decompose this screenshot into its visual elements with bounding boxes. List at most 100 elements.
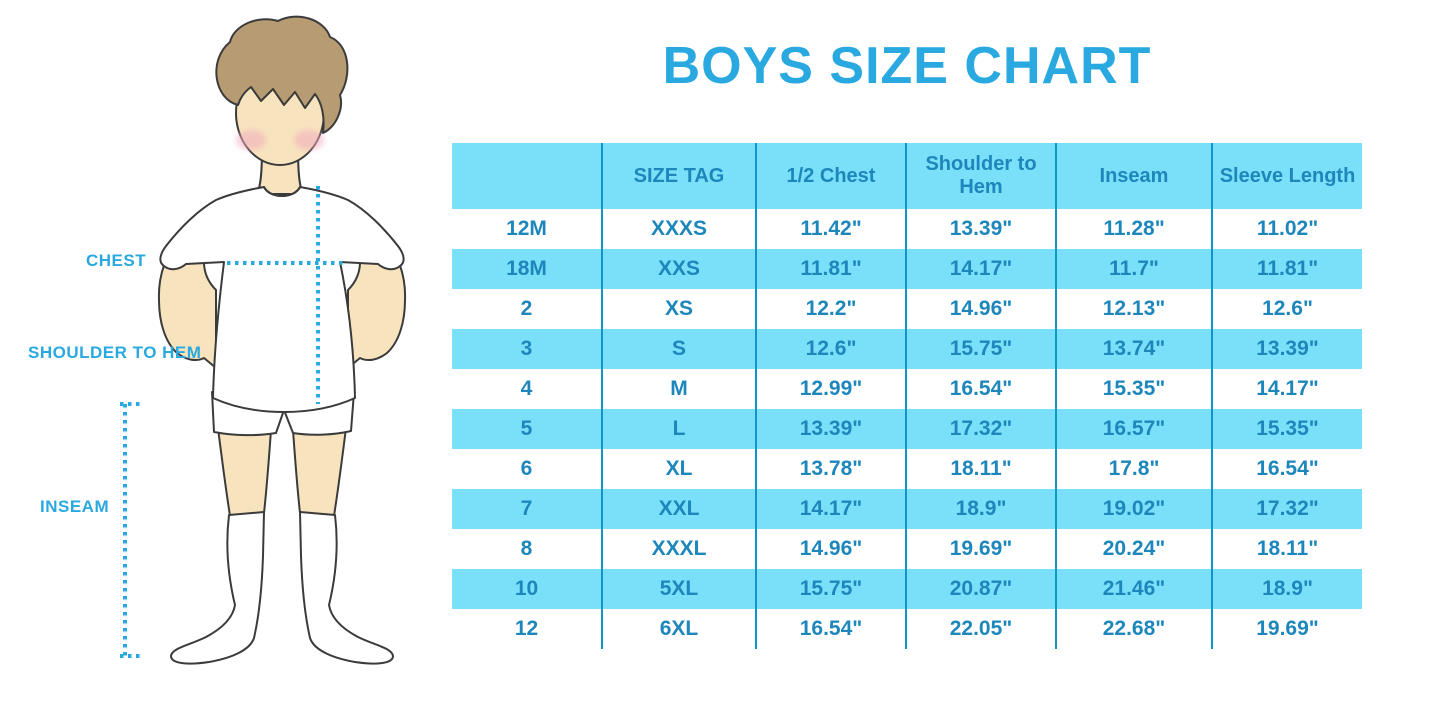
table-row: 12M XXXS 11.42" 13.39" 11.28" 11.02"	[452, 209, 1362, 249]
size-tag-cell: XL	[601, 449, 756, 489]
size-cell: 4	[452, 369, 602, 409]
half-chest-cell: 15.75"	[755, 569, 906, 609]
boy-cheek-right	[294, 130, 324, 150]
boy-leg-left	[217, 427, 272, 517]
inseam-cell: 15.35"	[1055, 369, 1212, 409]
sleeve-length-cell: 12.6"	[1211, 289, 1362, 329]
table-row: 4 M 12.99" 16.54" 15.35" 14.17"	[452, 369, 1362, 409]
inseam-cell: 11.7"	[1055, 249, 1212, 289]
table-row: 18M XXS 11.81" 14.17" 11.7" 11.81"	[452, 249, 1362, 289]
col-header-sleeve-length: Sleeve Length	[1211, 143, 1362, 209]
size-cell: 12M	[452, 209, 602, 249]
col-header-size-tag: SIZE TAG	[601, 143, 756, 209]
shoulder-to-hem-cell: 20.87"	[905, 569, 1056, 609]
half-chest-cell: 13.39"	[755, 409, 906, 449]
boy-leg-right	[292, 427, 347, 517]
table-row: 8 XXXL 14.96" 19.69" 20.24" 18.11"	[452, 529, 1362, 569]
boy-collar	[263, 186, 301, 197]
size-cell: 8	[452, 529, 602, 569]
table-row: 10 5XL 15.75" 20.87" 21.46" 18.9"	[452, 569, 1362, 609]
sleeve-length-cell: 13.39"	[1211, 329, 1362, 369]
size-tag-cell: XXS	[601, 249, 756, 289]
table-row: 2 XS 12.2" 14.96" 12.13" 12.6"	[452, 289, 1362, 329]
boy-illustration	[120, 15, 407, 665]
shoulder-to-hem-cell: 14.96"	[905, 289, 1056, 329]
half-chest-cell: 14.17"	[755, 489, 906, 529]
size-cell: 18M	[452, 249, 602, 289]
col-header-inseam: Inseam	[1055, 143, 1212, 209]
size-tag-cell: XS	[601, 289, 756, 329]
boy-tshirt	[159, 186, 405, 413]
shoulder-to-hem-cell: 17.32"	[905, 409, 1056, 449]
size-cell: 6	[452, 449, 602, 489]
table-row: 6 XL 13.78" 18.11" 17.8" 16.54"	[452, 449, 1362, 489]
inseam-cell: 16.57"	[1055, 409, 1212, 449]
inseam-cell: 22.68"	[1055, 609, 1212, 649]
shoulder-to-hem-label: SHOULDER TO HEM	[28, 343, 202, 362]
page-title: BOYS SIZE CHART	[662, 37, 1152, 95]
inseam-cell: 20.24"	[1055, 529, 1212, 569]
half-chest-cell: 12.99"	[755, 369, 906, 409]
sleeve-length-cell: 15.35"	[1211, 409, 1362, 449]
size-cell: 7	[452, 489, 602, 529]
header-row: SIZE TAG 1/2 Chest Shoulder to Hem Insea…	[452, 143, 1362, 209]
boy-measurement-figure: CHEST SHOULDER TO HEM INSEAM	[0, 0, 450, 723]
col-header-size	[452, 143, 602, 209]
sleeve-length-cell: 16.54"	[1211, 449, 1362, 489]
size-cell: 2	[452, 289, 602, 329]
half-chest-cell: 12.2"	[755, 289, 906, 329]
size-tag-cell: S	[601, 329, 756, 369]
size-table: SIZE TAG 1/2 Chest Shoulder to Hem Insea…	[452, 143, 1362, 649]
sleeve-length-cell: 14.17"	[1211, 369, 1362, 409]
inseam-label: INSEAM	[40, 497, 110, 516]
chest-label: CHEST	[86, 251, 147, 270]
shoulder-to-hem-cell: 18.9"	[905, 489, 1056, 529]
size-tag-cell: XXXS	[601, 209, 756, 249]
size-cell: 5	[452, 409, 602, 449]
half-chest-cell: 13.78"	[755, 449, 906, 489]
inseam-cell: 12.13"	[1055, 289, 1212, 329]
shoulder-to-hem-cell: 14.17"	[905, 249, 1056, 289]
shoulder-to-hem-cell: 16.54"	[905, 369, 1056, 409]
half-chest-cell: 12.6"	[755, 329, 906, 369]
table-row: 7 XXL 14.17" 18.9" 19.02" 17.32"	[452, 489, 1362, 529]
size-tag-cell: XXXL	[601, 529, 756, 569]
sleeve-length-cell: 19.69"	[1211, 609, 1362, 649]
inseam-cell: 21.46"	[1055, 569, 1212, 609]
col-header-shoulder-to-hem: Shoulder to Hem	[905, 143, 1056, 209]
size-tag-cell: 5XL	[601, 569, 756, 609]
size-cell: 3	[452, 329, 602, 369]
shoulder-to-hem-cell: 13.39"	[905, 209, 1056, 249]
sleeve-length-cell: 18.9"	[1211, 569, 1362, 609]
sleeve-length-cell: 17.32"	[1211, 489, 1362, 529]
size-tag-cell: XXL	[601, 489, 756, 529]
table-row: 5 L 13.39" 17.32" 16.57" 15.35"	[452, 409, 1362, 449]
shoulder-to-hem-cell: 22.05"	[905, 609, 1056, 649]
boy-sock-right	[299, 511, 394, 665]
shoulder-to-hem-cell: 15.75"	[905, 329, 1056, 369]
inseam-cell: 19.02"	[1055, 489, 1212, 529]
shoulder-to-hem-cell: 19.69"	[905, 529, 1056, 569]
boy-cheek-left	[236, 130, 266, 150]
half-chest-cell: 14.96"	[755, 529, 906, 569]
boy-sock-left	[170, 511, 265, 665]
inseam-cell: 13.74"	[1055, 329, 1212, 369]
size-cell: 12	[452, 609, 602, 649]
shoulder-to-hem-cell: 18.11"	[905, 449, 1056, 489]
col-header-half-chest: 1/2 Chest	[755, 143, 906, 209]
size-tag-cell: L	[601, 409, 756, 449]
half-chest-cell: 16.54"	[755, 609, 906, 649]
table-row: 3 S 12.6" 15.75" 13.74" 13.39"	[452, 329, 1362, 369]
inseam-cell: 11.28"	[1055, 209, 1212, 249]
sleeve-length-cell: 11.02"	[1211, 209, 1362, 249]
size-cell: 10	[452, 569, 602, 609]
boy-hair	[215, 15, 349, 134]
table-row: 12 6XL 16.54" 22.05" 22.68" 19.69"	[452, 609, 1362, 649]
sleeve-length-cell: 18.11"	[1211, 529, 1362, 569]
sleeve-length-cell: 11.81"	[1211, 249, 1362, 289]
inseam-cell: 17.8"	[1055, 449, 1212, 489]
half-chest-cell: 11.42"	[755, 209, 906, 249]
half-chest-cell: 11.81"	[755, 249, 906, 289]
size-tag-cell: M	[601, 369, 756, 409]
